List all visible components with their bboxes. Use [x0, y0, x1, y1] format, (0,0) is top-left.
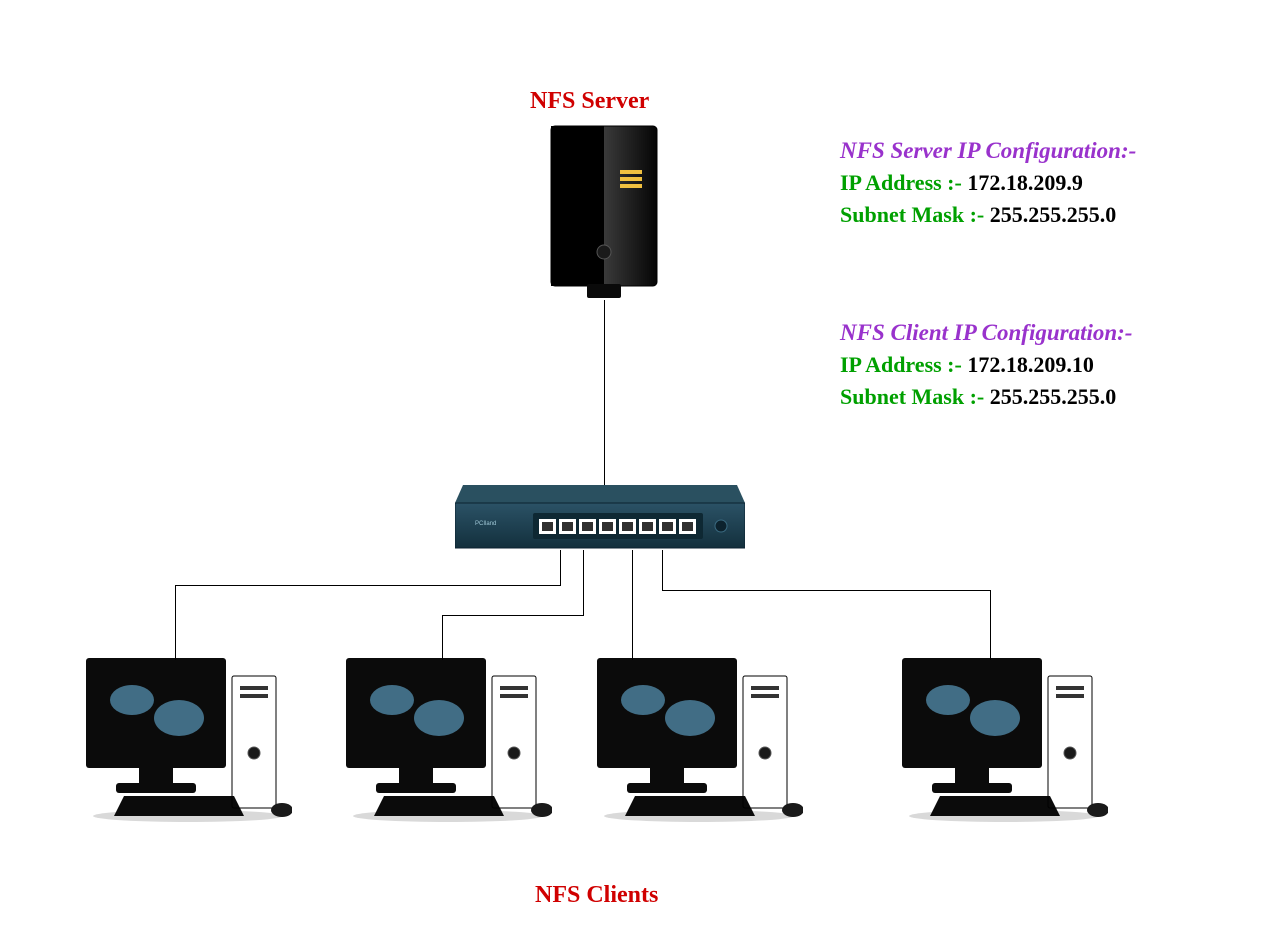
connection-wire: [583, 550, 584, 616]
client-mask-value: 255.255.255.0: [990, 384, 1117, 409]
client-ip-line: IP Address :- 172.18.209.10: [840, 352, 1132, 378]
server-mask-value: 255.255.255.0: [990, 202, 1117, 227]
server-config-block: NFS Server IP Configuration:- IP Address…: [840, 138, 1136, 228]
clients-title: NFS Clients: [535, 882, 658, 909]
server-mask-line: Subnet Mask :- 255.255.255.0: [840, 202, 1136, 228]
connection-wire: [632, 550, 633, 660]
connection-wire: [662, 590, 991, 591]
client-ip-value: 172.18.209.10: [967, 352, 1094, 377]
client-pc-icon: [900, 658, 1108, 823]
connection-wire: [990, 590, 991, 660]
connection-wire: [662, 550, 663, 591]
server-mask-key: Subnet Mask :-: [840, 202, 984, 227]
client-pc-icon: [84, 658, 292, 823]
connection-wire: [604, 300, 605, 485]
server-tower-icon: [545, 122, 663, 300]
connection-wire: [175, 585, 176, 660]
client-ip-key: IP Address :-: [840, 352, 962, 377]
network-switch-icon: PCIland: [455, 485, 745, 550]
server-ip-key: IP Address :-: [840, 170, 962, 195]
server-ip-line: IP Address :- 172.18.209.9: [840, 170, 1136, 196]
client-config-title: NFS Client IP Configuration:-: [840, 320, 1132, 346]
connection-wire: [442, 615, 443, 660]
connection-wire: [442, 615, 584, 616]
svg-text:PCIland: PCIland: [475, 521, 496, 527]
connection-wire: [175, 585, 561, 586]
connection-wire: [560, 550, 561, 586]
server-title: NFS Server: [530, 88, 649, 115]
client-pc-icon: [595, 658, 803, 823]
client-mask-key: Subnet Mask :-: [840, 384, 984, 409]
client-config-block: NFS Client IP Configuration:- IP Address…: [840, 320, 1132, 410]
server-ip-value: 172.18.209.9: [967, 170, 1083, 195]
server-config-title: NFS Server IP Configuration:-: [840, 138, 1136, 164]
client-pc-icon: [344, 658, 552, 823]
client-mask-line: Subnet Mask :- 255.255.255.0: [840, 384, 1132, 410]
